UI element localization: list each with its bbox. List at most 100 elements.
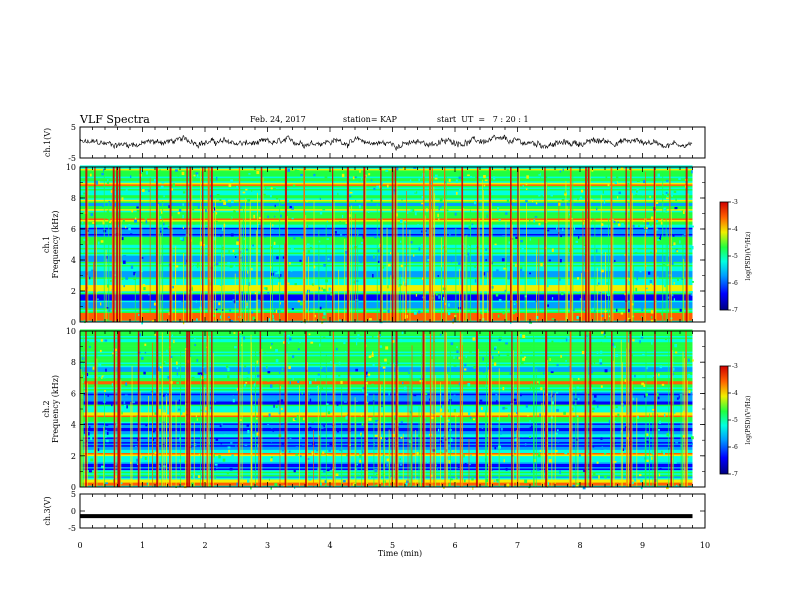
spectrogram-cell xyxy=(198,369,201,372)
spectrogram-cell xyxy=(255,417,258,420)
spectrogram-cell xyxy=(450,478,453,481)
spectrogram-band xyxy=(80,202,693,205)
spectrogram-cell xyxy=(515,263,517,267)
spectrogram-cell xyxy=(252,316,256,321)
spectrogram-cell xyxy=(474,265,477,268)
spectrogram-cell xyxy=(355,299,359,303)
spectrogram-cell xyxy=(199,242,203,247)
spectrogram-cell xyxy=(375,484,378,487)
spectrogram-cell xyxy=(83,238,86,241)
spectrogram-cell xyxy=(515,236,518,239)
spectrogram-cell xyxy=(322,316,326,319)
spectrogram-cell xyxy=(457,464,460,468)
spectrogram-cell xyxy=(197,475,201,479)
spectrogram-band xyxy=(80,341,693,344)
spectrogram-cell xyxy=(502,311,505,315)
spectrogram-cell xyxy=(624,292,626,296)
spectrogram-cell xyxy=(579,298,582,301)
spectrogram-cell xyxy=(272,188,276,191)
spectrogram-cell xyxy=(413,394,417,397)
spectrogram-cell xyxy=(95,180,99,184)
spectrogram-band xyxy=(80,260,693,262)
spectrogram-cell xyxy=(590,370,593,374)
spectrogram-cell xyxy=(578,236,580,239)
spectrogram-cell xyxy=(194,338,196,342)
spectrogram-band xyxy=(80,398,693,400)
spectrogram-cell xyxy=(637,225,640,227)
spectrogram-cell xyxy=(497,207,499,211)
spectrogram-cell xyxy=(483,229,485,232)
spectrogram-cell xyxy=(322,425,325,428)
spectrogram-cell xyxy=(220,234,222,237)
spectrogram-cell xyxy=(577,198,579,201)
spectrogram-cell xyxy=(538,452,540,456)
spectrogram-cell xyxy=(289,262,291,265)
spectrogram-cell xyxy=(524,479,528,484)
spectrogram-cell xyxy=(222,246,224,251)
spectrogram-cell xyxy=(97,241,100,245)
spectrogram-cell xyxy=(414,212,417,216)
spectrogram-cell xyxy=(482,357,485,361)
spectrogram-band xyxy=(80,252,693,255)
spectrogram-cell xyxy=(494,346,497,349)
spectrogram-cell xyxy=(478,238,481,242)
spectrogram-cell xyxy=(406,480,409,484)
spectrogram-cell xyxy=(362,235,364,239)
spectrogram-cell xyxy=(663,207,667,211)
spectrogram-band xyxy=(80,418,693,421)
spectrogram-cell xyxy=(206,226,208,228)
spectrogram-band xyxy=(80,249,693,251)
spectrogram-cell xyxy=(247,479,250,483)
spectrogram-cell xyxy=(245,382,248,384)
spectrogram-cell xyxy=(356,341,358,346)
spectrogram-cell xyxy=(301,262,304,266)
spectrogram-band xyxy=(80,449,693,452)
spectrogram-cell xyxy=(650,316,653,319)
spectrogram-cell xyxy=(359,450,362,455)
spectrogram-cell xyxy=(454,212,457,216)
spectrogram-cell xyxy=(317,373,320,376)
spectrogram-cell xyxy=(103,229,107,233)
spectrogram-cell xyxy=(608,315,611,318)
spectrogram-cell xyxy=(240,291,243,295)
spectrogram-cell xyxy=(599,221,602,225)
spectrogram-cell xyxy=(385,346,389,350)
spectrogram-cell xyxy=(602,190,604,194)
spectrogram-cell xyxy=(374,434,378,437)
spectrogram-cell xyxy=(226,472,230,475)
spectrogram-cell xyxy=(336,447,338,450)
spectrogram-cell xyxy=(218,455,221,459)
spectrogram-cell xyxy=(540,387,543,391)
spectrogram-cell xyxy=(246,377,249,380)
spectrogram-cell xyxy=(326,454,329,456)
spectrogram-cell xyxy=(402,382,404,385)
spectrogram-cell xyxy=(596,461,599,464)
spectrogram-band xyxy=(80,435,693,438)
spectrogram-cell xyxy=(272,429,274,432)
spectrogram-band xyxy=(80,272,693,275)
spectrogram-cell xyxy=(673,274,676,277)
spectrogram-cell xyxy=(636,347,638,349)
spectrogram-cell xyxy=(292,377,294,381)
spectrogram-cell xyxy=(264,214,267,218)
spectrogram-cell xyxy=(658,373,660,377)
spectrogram-cell xyxy=(81,249,84,253)
spectrogram-band xyxy=(80,295,693,298)
spectrogram-cell xyxy=(646,366,648,370)
spectrogram-cell xyxy=(339,319,341,323)
spectrogram-cell xyxy=(103,168,105,172)
spectrogram-band xyxy=(80,281,693,284)
spectrogram-cell xyxy=(614,181,617,185)
spectrogram-cell xyxy=(540,177,542,180)
spectrogram-cell xyxy=(321,387,324,391)
spectrogram-cell xyxy=(567,336,570,341)
spectrogram-cell xyxy=(326,403,329,406)
spectrogram-band xyxy=(80,283,693,286)
spectrogram-cell xyxy=(419,291,422,294)
spectrogram-cell xyxy=(369,318,372,321)
spectrogram-cell xyxy=(386,458,390,462)
spectrogram-cell xyxy=(357,474,359,477)
spectrogram-cell xyxy=(387,285,389,289)
spectrogram-cell xyxy=(490,460,492,464)
spectrogram-cell xyxy=(440,404,443,408)
